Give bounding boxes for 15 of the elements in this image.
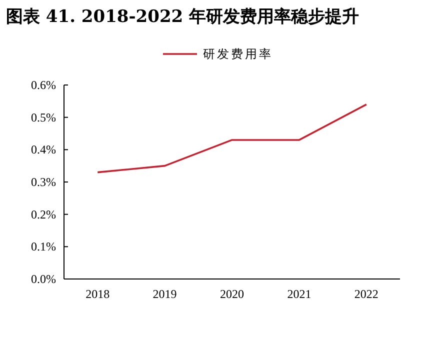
x-tick-label: 2021 <box>287 287 312 301</box>
y-tick-label: 0.0% <box>31 272 56 286</box>
y-tick-label: 0.3% <box>31 175 56 189</box>
legend-label: 研发费用率 <box>203 47 273 61</box>
y-tick-label: 0.6% <box>31 78 56 92</box>
y-tick-label: 0.4% <box>31 142 56 157</box>
y-tick-label: 0.2% <box>31 207 56 222</box>
chart-title: 图表 41. 2018-2022 年研发费用率稳步提升 <box>6 7 360 27</box>
x-tick-label: 2019 <box>152 287 177 301</box>
x-tick-label: 2022 <box>354 287 378 301</box>
x-tick-label: 2020 <box>220 287 244 301</box>
x-tick-label: 2018 <box>86 287 110 301</box>
y-tick-label: 0.5% <box>31 110 56 124</box>
y-tick-label: 0.1% <box>31 240 56 254</box>
line-series <box>96 104 368 174</box>
